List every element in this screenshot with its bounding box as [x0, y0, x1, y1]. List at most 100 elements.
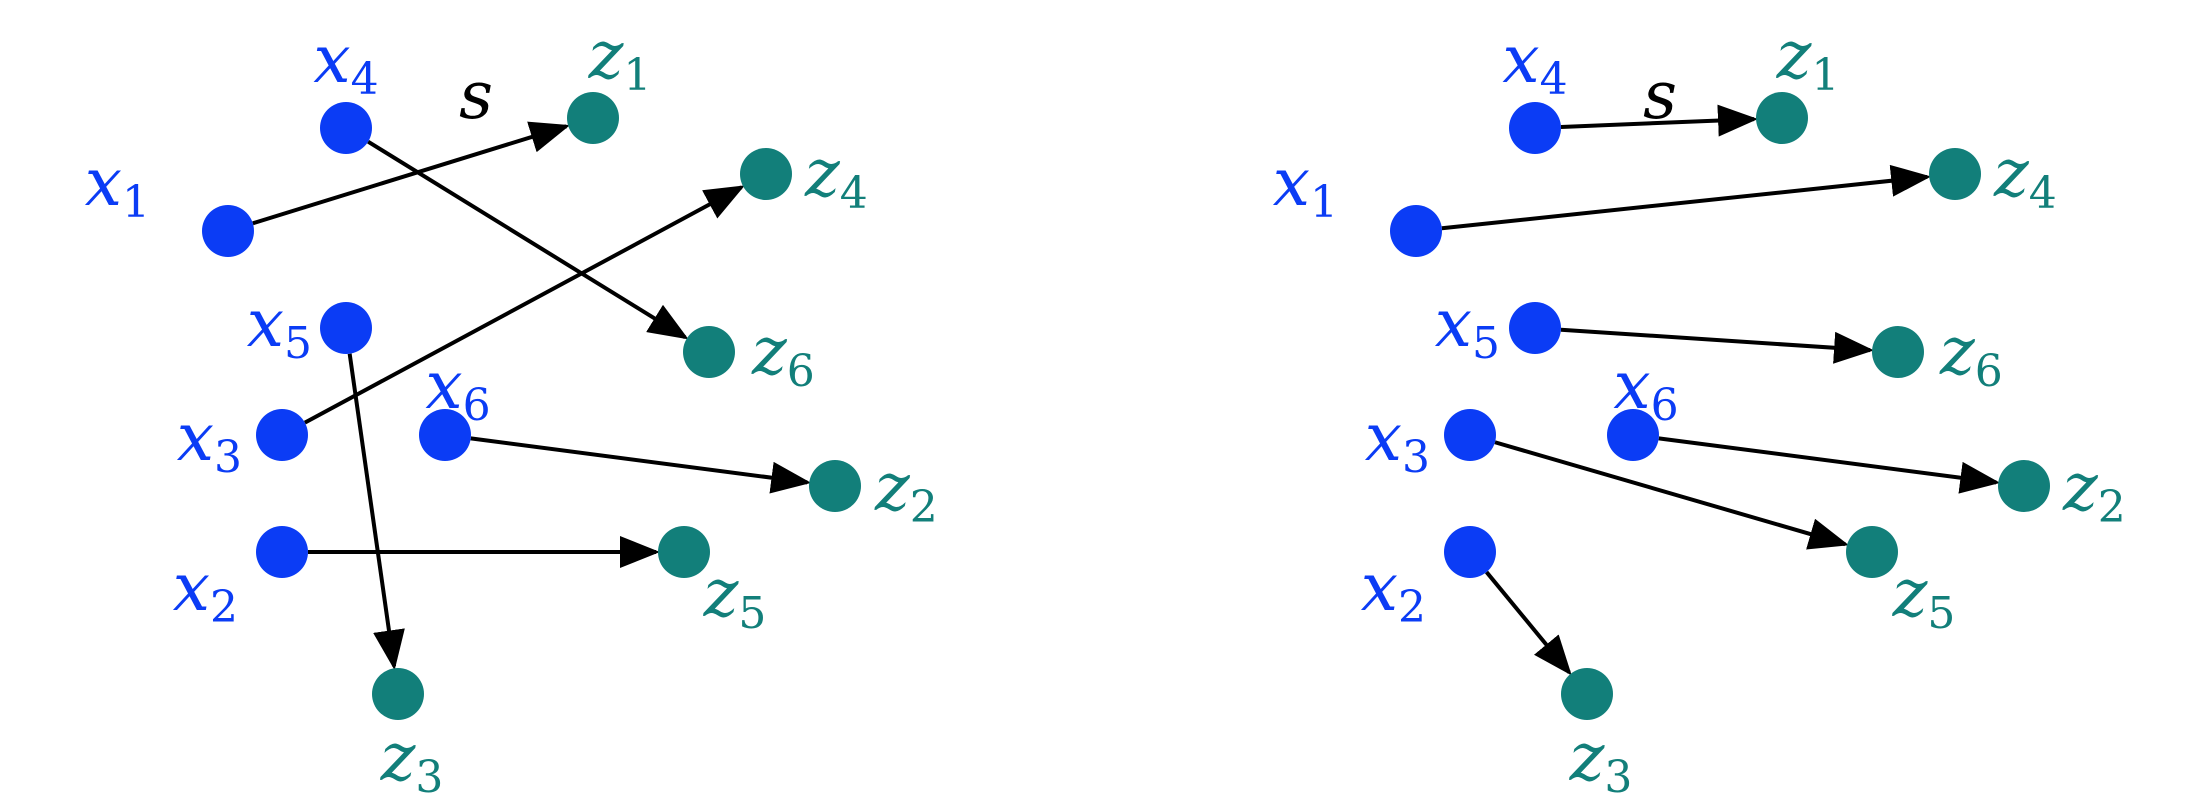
right-label-z6-sub: 6: [1975, 346, 2003, 397]
right-label-z4-sub: 4: [2029, 168, 2057, 219]
left-label-x2-sub: 2: [210, 582, 238, 633]
right-label-z3-sub: 3: [1604, 752, 1632, 803]
left-edge-x5-z3: [347, 353, 405, 671]
right-edge-x6-z2: [1658, 436, 2001, 494]
left-label-z3: z3: [380, 719, 444, 803]
right-node-z4: [1929, 148, 1981, 200]
right-label-z3-base: z: [1569, 719, 1606, 796]
left-label-z4: z4: [804, 135, 868, 219]
left-label-x2: x2: [173, 549, 238, 633]
left-label-z1: z1: [588, 17, 652, 101]
right-label-z4: z4: [1993, 135, 2057, 219]
left-edge-x4-z6: [367, 139, 689, 340]
left-node-x1: [202, 205, 254, 257]
right-node-z5: [1846, 526, 1898, 578]
left-label-z5: z5: [703, 555, 767, 639]
right-label-z4-base: z: [1993, 135, 2030, 212]
right-label-z5-base: z: [1892, 555, 1929, 632]
right-label-z6: z6: [1939, 313, 2003, 397]
left-label-z4-sub: 4: [840, 168, 868, 219]
nodes-layer: [202, 92, 2050, 720]
right-label-x6-base: x: [1613, 347, 1650, 424]
left-node-x2: [256, 526, 308, 578]
left-node-z1: [567, 92, 619, 144]
left-label-x1: x1: [85, 144, 150, 228]
right-edge-x1-z4: [1441, 164, 1932, 231]
right-label-z5-sub: 5: [1927, 588, 1955, 639]
left-node-x5: [320, 302, 372, 354]
left-label-z1-base: z: [588, 17, 625, 94]
right-label-x5-sub: 5: [1472, 318, 1500, 369]
left-label-x4-sub: 4: [351, 54, 379, 105]
left-label-z3-base: z: [380, 719, 417, 796]
edges-layer: [252, 104, 2001, 676]
right-node-z3: [1561, 668, 1613, 720]
left-edge-label-s: s: [459, 57, 493, 134]
left-label-x3-sub: 3: [214, 432, 242, 483]
labels-layer: sx1x2x3x4x5x6z1z2z3z4z5z6sx1x2x3x4x5x6z1…: [85, 17, 2126, 803]
left-edge-x6-z2: [470, 436, 812, 494]
right-label-z2-base: z: [2062, 449, 2099, 526]
right-label-x1-base: x: [1273, 144, 1310, 221]
left-label-x5-sub: 5: [284, 318, 312, 369]
right-label-z2: z2: [2062, 449, 2126, 533]
right-label-x6-sub: 6: [1651, 380, 1679, 431]
left-label-x5-base: x: [247, 285, 284, 362]
right-edge-x3-z5: [1494, 440, 1849, 550]
left-node-x3: [256, 409, 308, 461]
left-label-z6: z6: [751, 313, 815, 397]
right-label-x4: x4: [1502, 21, 1567, 105]
right-node-x1: [1390, 205, 1442, 257]
right-node-x5: [1509, 302, 1561, 354]
left-node-z4: [740, 148, 792, 200]
left-label-x1-base: x: [85, 144, 122, 221]
left-label-z2-sub: 2: [910, 482, 938, 533]
right-label-x1: x1: [1273, 144, 1338, 228]
right-node-z6: [1872, 326, 1924, 378]
right-edge-x5-z6: [1560, 327, 1875, 364]
left-label-x4-base: x: [313, 21, 350, 98]
right-label-z1: z1: [1776, 17, 1840, 101]
right-label-z1-sub: 1: [1811, 50, 1839, 101]
right-label-x1-sub: 1: [1310, 177, 1338, 228]
left-label-z4-base: z: [804, 135, 841, 212]
left-label-x3-base: x: [177, 399, 214, 476]
left-label-x6-sub: 6: [463, 380, 491, 431]
left-node-z3: [372, 668, 424, 720]
left-node-z5: [658, 526, 710, 578]
left-label-z1-sub: 1: [623, 50, 651, 101]
left-label-x2-base: x: [173, 549, 210, 626]
right-label-z6-base: z: [1939, 313, 1976, 390]
right-edge-x4-z1: [1560, 104, 1759, 137]
left-label-x1-sub: 1: [122, 177, 150, 228]
right-label-x3: x3: [1365, 399, 1430, 483]
left-label-x3: x3: [177, 399, 242, 483]
left-label-z5-base: z: [703, 555, 740, 632]
left-label-x6: x6: [425, 347, 490, 431]
right-label-x3-sub: 3: [1402, 432, 1430, 483]
left-label-x6-base: x: [425, 347, 462, 424]
right-label-x2-sub: 2: [1398, 582, 1426, 633]
right-node-z2: [1998, 460, 2050, 512]
right-label-z2-sub: 2: [2098, 482, 2126, 533]
left-label-x5: x5: [247, 285, 312, 369]
right-node-x6: [1607, 409, 1659, 461]
left-label-z6-sub: 6: [787, 346, 815, 397]
left-edge-x1-z1: [252, 121, 571, 226]
right-label-x2: x2: [1361, 549, 1426, 633]
left-node-z6: [683, 326, 735, 378]
left-label-z2-base: z: [874, 449, 911, 526]
right-node-x3: [1444, 409, 1496, 461]
right-label-z3: z3: [1569, 719, 1633, 803]
right-edge-label-s: s: [1643, 57, 1677, 134]
right-label-z5: z5: [1892, 555, 1956, 639]
left-label-z5-sub: 5: [738, 588, 766, 639]
right-label-x6: x6: [1613, 347, 1678, 431]
right-label-z1-base: z: [1776, 17, 1813, 94]
right-label-x4-base: x: [1502, 21, 1539, 98]
right-node-x2: [1444, 526, 1496, 578]
right-label-x2-base: x: [1361, 549, 1398, 626]
left-node-z2: [809, 460, 861, 512]
left-label-z3-sub: 3: [415, 752, 443, 803]
